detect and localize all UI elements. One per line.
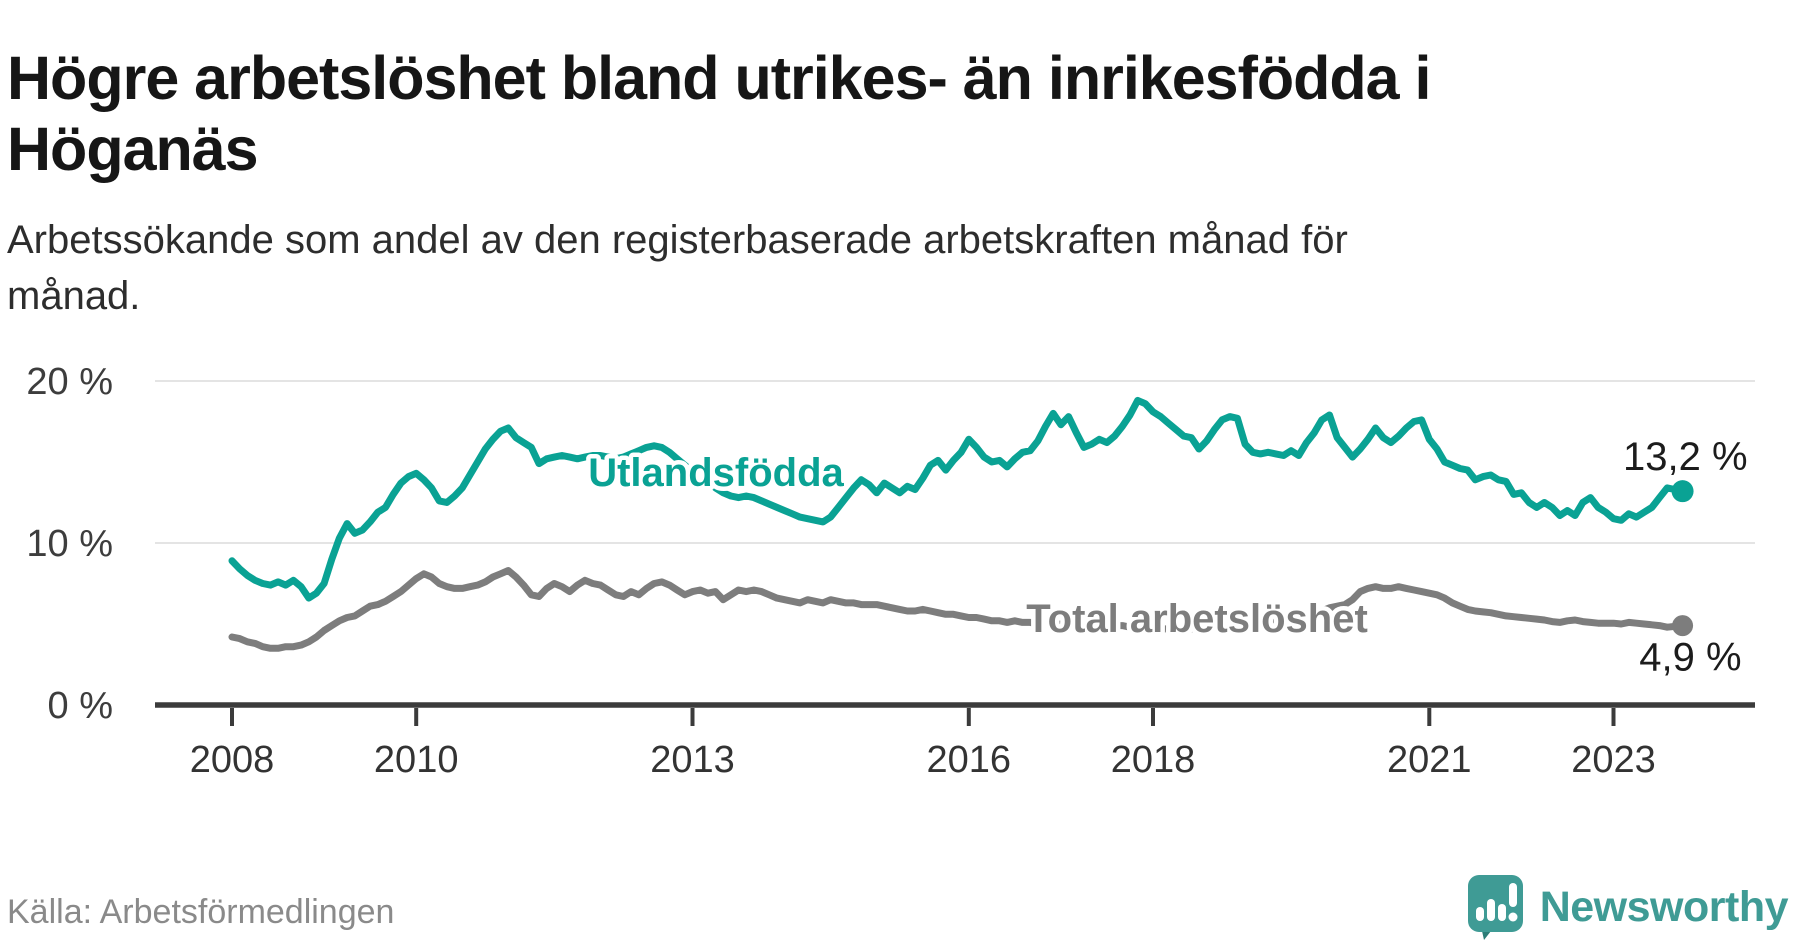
series-line: [228, 567, 1687, 652]
newsworthy-logo-text: Newsworthy: [1539, 882, 1789, 931]
x-axis-tick-label: 2023: [1571, 739, 1656, 781]
page-title-line1: Högre arbetslöshet bland utrikes- än inr…: [7, 43, 1431, 112]
x-axis-tick-label: 2010: [374, 739, 459, 781]
page-title-line2: Höganäs: [7, 114, 259, 183]
newsworthy-branding: Newsworthy: [1467, 874, 1789, 940]
series-end-dot: [1672, 615, 1694, 637]
y-axis-tick-label: 20 %: [26, 361, 113, 403]
x-axis-tick-label: 2018: [1111, 739, 1196, 781]
x-axis-tick-label: 2008: [190, 739, 275, 781]
series-end-value-label: 13,2 %: [1623, 435, 1748, 479]
series-inline-label: Utlandsfödda: [588, 451, 844, 495]
series-end-dot: [1671, 480, 1694, 503]
series-end-value-label: 4,9 %: [1639, 636, 1741, 680]
page-title: Högre arbetslöshet bland utrikes- än inr…: [7, 43, 1787, 185]
source-note: Källa: Arbetsförmedlingen: [7, 893, 395, 931]
page-subtitle-line1: Arbetssökande som andel av den registerb…: [7, 218, 1348, 262]
series-line: [228, 396, 1687, 602]
x-axis-tick-label: 2016: [927, 739, 1012, 781]
x-axis-tick-label: 2013: [650, 739, 735, 781]
page-subtitle-line2: månad.: [7, 274, 141, 318]
y-axis-tick-label: 0 %: [48, 685, 113, 727]
page-subtitle: Arbetssökande som andel av den registerb…: [7, 212, 1647, 324]
newsworthy-logo-icon: [1467, 875, 1523, 940]
x-axis-tick-label: 2021: [1387, 739, 1472, 781]
y-axis-tick-label: 10 %: [26, 523, 113, 565]
series-inline-label: Total arbetslöshet: [1026, 597, 1368, 641]
